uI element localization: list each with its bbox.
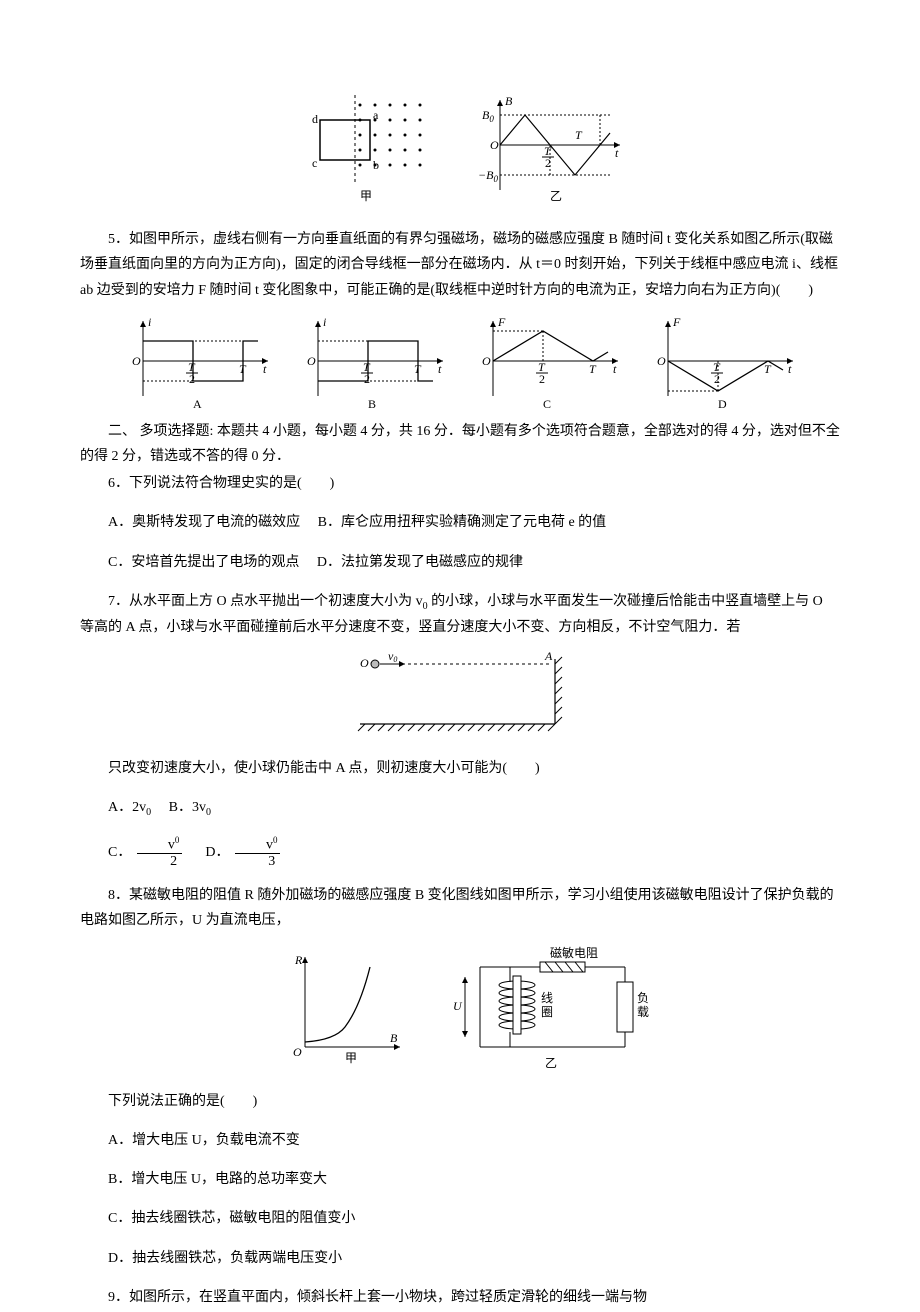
q8-optB: B．增大电压 U，电路的总功率变大 <box>80 1167 840 1192</box>
q8-optD: D．抽去线圈铁芯，负载两端电压变小 <box>80 1246 840 1271</box>
q9-text: 9．如图所示，在竖直平面内，倾斜长杆上套一小物块，跨过轻质定滑轮的细线一端与物 <box>80 1285 840 1310</box>
svg-text:i: i <box>148 315 151 329</box>
svg-text:乙: 乙 <box>545 1056 557 1070</box>
q6-optB: B．库仑应用扭秤实验精确测定了元电荷 e 的值 <box>318 515 607 530</box>
q7-optC: C． v02 <box>108 845 188 860</box>
svg-text:t: t <box>788 362 792 376</box>
label-yi: 乙 <box>550 189 562 203</box>
chart-B: i O t T 2 T B <box>293 311 453 411</box>
chart-C: F O t T 2 T C <box>468 311 628 411</box>
svg-text:O: O <box>132 354 141 368</box>
label-c: c <box>312 156 317 170</box>
q7-optB: B．3v0 <box>169 800 211 815</box>
q8-q: 下列说法正确的是( ) <box>80 1089 840 1114</box>
svg-text:T: T <box>414 362 422 376</box>
q5-top-figure: d a c b 甲 B t O B0 −B0 <box>80 90 840 219</box>
label-B-axis: B <box>505 94 513 108</box>
svg-text:圈: 圈 <box>541 1005 553 1019</box>
svg-text:D: D <box>718 397 727 411</box>
svg-text:U: U <box>453 999 463 1013</box>
svg-text:C: C <box>543 397 551 411</box>
label-negB0: −B0 <box>478 168 498 184</box>
svg-text:t: t <box>438 362 442 376</box>
q6-row1: A．奥斯特发现了电流的磁效应 B．库仑应用扭秤实验精确测定了元电荷 e 的值 <box>80 510 840 535</box>
svg-text:2: 2 <box>714 372 720 386</box>
svg-text:t: t <box>613 362 617 376</box>
svg-text:T: T <box>764 362 772 376</box>
q7-stem2: 只改变初速度大小，使小球仍能击中 A 点，则初速度大小可能为( ) <box>80 756 840 781</box>
q7-figure: O v0 A <box>80 649 840 748</box>
q7-stem: 7．从水平面上方 O 点水平抛出一个初速度大小为 v0 的小球，小球与水平面发生… <box>80 589 840 641</box>
chart-A: i O t T 2 T A <box>118 311 278 411</box>
q8-optC: C．抽去线圈铁芯，磁敏电阻的阻值变小 <box>80 1206 840 1231</box>
label-b: b <box>373 158 379 172</box>
q5-fig-svg: d a c b 甲 B t O B0 −B0 <box>280 90 640 210</box>
q6-optC: C．安培首先提出了电场的观点 <box>108 555 299 570</box>
svg-text:v0: v0 <box>388 649 397 664</box>
q7-svg: O v0 A <box>330 649 590 739</box>
q6-optD: D．法拉第发现了电磁感应的规律 <box>317 555 523 570</box>
q6-stem: 6．下列说法符合物理史实的是( ) <box>80 471 840 496</box>
page-content: d a c b 甲 B t O B0 −B0 <box>80 90 840 1310</box>
svg-text:磁敏电阻: 磁敏电阻 <box>550 945 598 960</box>
svg-text:2: 2 <box>189 372 195 386</box>
q8-stem: 8．某磁敏电阻的阻值 R 随外加磁场的磁感应强度 B 变化图线如图甲所示，学习小… <box>80 883 840 933</box>
label-T: T <box>575 128 583 142</box>
label-O: O <box>490 138 499 152</box>
q7-row1: A．2v0 B．3v0 <box>80 795 840 822</box>
svg-text:i: i <box>323 315 326 329</box>
svg-text:2: 2 <box>539 372 545 386</box>
label-a: a <box>373 108 379 122</box>
q7-optD: D． v03 <box>205 845 282 860</box>
svg-text:B: B <box>390 1031 398 1045</box>
q5-option-charts: i O t T 2 T A i O t T <box>80 311 840 411</box>
q8-optA: A．增大电压 U，负载电流不变 <box>80 1128 840 1153</box>
label-B0: B0 <box>482 108 494 124</box>
section2-heading: 二、 多项选择题: 本题共 4 小题，每小题 4 分，共 16 分．每小题有多个… <box>80 419 840 469</box>
svg-text:R: R <box>294 953 303 967</box>
q6-row2: C．安培首先提出了电场的观点 D．法拉第发现了电磁感应的规律 <box>80 550 840 575</box>
svg-text:载: 载 <box>637 1005 649 1019</box>
svg-text:F: F <box>672 315 681 329</box>
q7-optA: A．2v0 <box>108 800 151 815</box>
svg-text:T: T <box>239 362 247 376</box>
svg-text:B: B <box>368 397 376 411</box>
svg-text:2: 2 <box>364 372 370 386</box>
svg-text:O: O <box>360 656 369 670</box>
q8-figure: R O B 甲 磁敏电阻 <box>80 942 840 1081</box>
svg-text:T: T <box>589 362 597 376</box>
svg-text:O: O <box>482 354 491 368</box>
chart-D: F O t T 2 T D <box>643 311 803 411</box>
q7-row2: C． v02 D． v03 <box>80 836 840 869</box>
label-T2-den: 2 <box>545 156 551 170</box>
svg-text:O: O <box>293 1045 302 1059</box>
label-d: d <box>312 112 318 126</box>
svg-text:O: O <box>307 354 316 368</box>
q5-text: 5．如图甲所示，虚线右侧有一方向垂直纸面的有界匀强磁场，磁场的磁感应强度 B 随… <box>80 227 840 303</box>
svg-text:A: A <box>544 649 553 663</box>
q8-svg: R O B 甲 磁敏电阻 <box>270 942 650 1072</box>
svg-text:O: O <box>657 354 666 368</box>
label-t-axis: t <box>615 146 619 160</box>
svg-text:甲: 甲 <box>345 1051 357 1065</box>
svg-text:A: A <box>193 397 202 411</box>
svg-text:t: t <box>263 362 267 376</box>
q6-optA: A．奥斯特发现了电流的磁效应 <box>108 515 300 530</box>
label-jia: 甲 <box>360 189 372 203</box>
svg-text:负: 负 <box>637 991 649 1005</box>
svg-text:线: 线 <box>541 991 553 1005</box>
svg-text:F: F <box>497 315 506 329</box>
